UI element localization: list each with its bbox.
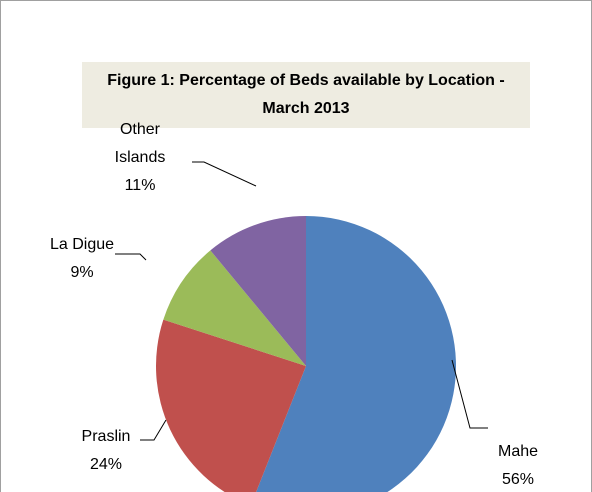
- pie-slice: [256, 216, 456, 492]
- slice-label: Praslin 24%: [66, 423, 146, 479]
- label-value: 24%: [89, 456, 123, 473]
- title-text: Figure 1: Percentage of Beds available b…: [107, 72, 505, 117]
- slice-label: Mahe 56%: [478, 438, 558, 492]
- label-name: La Digue: [49, 236, 115, 253]
- leader-line: [451, 359, 488, 429]
- leader-line: [192, 161, 257, 187]
- label-name: Mahe: [497, 443, 539, 460]
- slice-label: La Digue 9%: [37, 231, 127, 287]
- slice-label: Other Islands 11%: [106, 116, 174, 200]
- leader-lines: [115, 161, 488, 441]
- chart-title: Figure 1: Percentage of Beds available b…: [82, 62, 530, 128]
- label-name: Other Islands: [114, 121, 166, 166]
- pie-slice: [210, 216, 306, 366]
- label-value: 9%: [70, 264, 94, 281]
- leader-line: [140, 419, 167, 441]
- pie-slice: [163, 250, 306, 366]
- label-value: 56%: [501, 471, 535, 488]
- leader-line: [115, 253, 147, 261]
- label-value: 11%: [124, 177, 156, 194]
- label-name: Praslin: [81, 428, 131, 445]
- pie-slice: [156, 319, 306, 492]
